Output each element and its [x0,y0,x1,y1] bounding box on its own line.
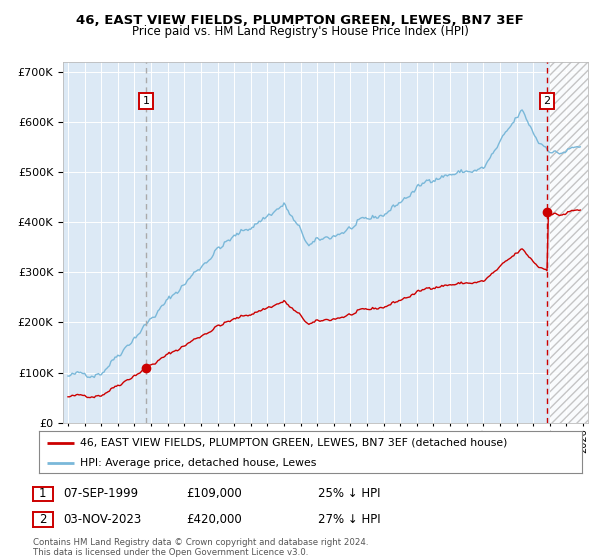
Text: 46, EAST VIEW FIELDS, PLUMPTON GREEN, LEWES, BN7 3EF (detached house): 46, EAST VIEW FIELDS, PLUMPTON GREEN, LE… [80,437,507,447]
Text: 03-NOV-2023: 03-NOV-2023 [63,513,141,526]
Text: 2: 2 [544,96,551,106]
Text: £420,000: £420,000 [186,513,242,526]
Text: 46, EAST VIEW FIELDS, PLUMPTON GREEN, LEWES, BN7 3EF: 46, EAST VIEW FIELDS, PLUMPTON GREEN, LE… [76,14,524,27]
Text: 07-SEP-1999: 07-SEP-1999 [63,487,138,501]
Text: £109,000: £109,000 [186,487,242,501]
Text: 1: 1 [39,487,47,501]
Text: Contains HM Land Registry data © Crown copyright and database right 2024.
This d: Contains HM Land Registry data © Crown c… [33,538,368,557]
Bar [550,62,600,423]
Text: 25% ↓ HPI: 25% ↓ HPI [318,487,380,501]
Text: HPI: Average price, detached house, Lewes: HPI: Average price, detached house, Lewe… [80,458,316,468]
Text: 2: 2 [39,513,47,526]
Text: Price paid vs. HM Land Registry's House Price Index (HPI): Price paid vs. HM Land Registry's House … [131,25,469,38]
Text: 27% ↓ HPI: 27% ↓ HPI [318,513,380,526]
Text: 1: 1 [142,96,149,106]
